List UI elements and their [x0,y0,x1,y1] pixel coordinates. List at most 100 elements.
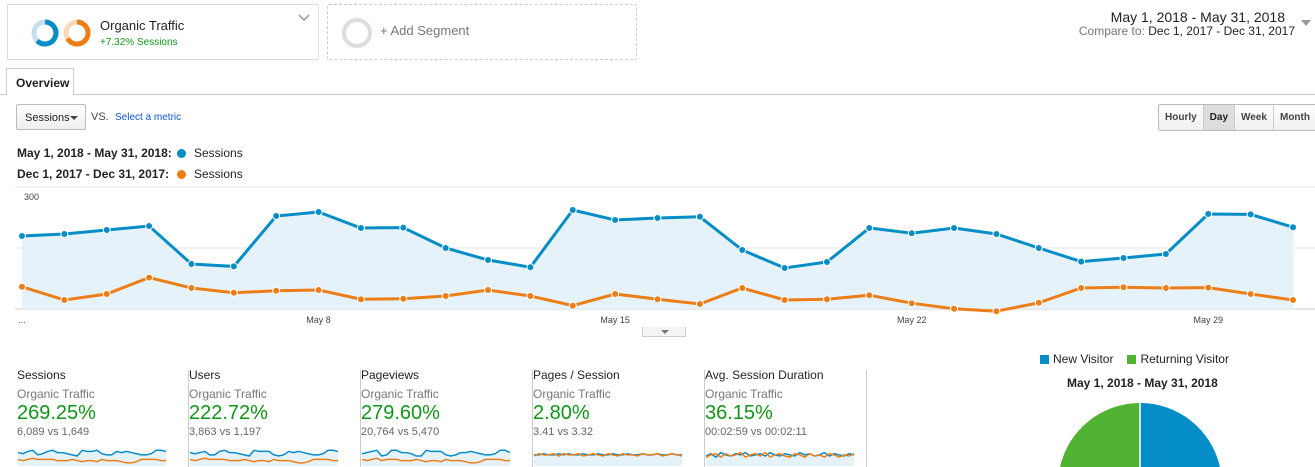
data-point [1289,296,1297,304]
segment-title: Organic Traffic [100,18,185,33]
scorecard-divider [704,370,705,467]
caret-down-icon [661,330,669,334]
scorecard-sparkline [361,449,511,466]
pie-legend-returning-visitor: Returning Visitor [1127,352,1229,366]
data-point [822,295,831,304]
data-point [1161,284,1170,292]
scorecard-value: 2.80% [533,402,590,424]
visitor-type-pie-chart [1060,403,1220,467]
data-point [60,296,69,304]
pie-slice-returning-visitor[interactable] [1060,403,1140,467]
data-point [399,223,408,232]
caret-down-icon[interactable] [1301,20,1311,26]
data-point [1289,223,1297,232]
data-point [145,273,154,282]
date-range-picker[interactable]: May 1, 2018 - May 31, 2018 [1110,9,1285,25]
data-point [1204,210,1213,218]
data-point [1119,283,1128,292]
legend-range: May 1, 2018 - May 31, 2018: [17,146,172,160]
segment-change: +7.32% Sessions [100,37,178,48]
legend-label: New Visitor [1053,352,1114,366]
scorecard-pages-per-session[interactable]: Pages / Session Organic Traffic 2.80% 3.… [533,368,705,467]
data-point [611,216,620,224]
granularity-toggle: Hourly Day Week Month [1158,104,1315,131]
caret-down-icon [70,116,78,120]
granularity-day-button[interactable]: Day [1202,105,1235,130]
granularity-hourly-button[interactable]: Hourly [1159,105,1203,130]
segment-card-organic-traffic[interactable]: Organic Traffic +7.32% Sessions [7,4,319,60]
data-point [992,307,1001,316]
data-point [399,294,408,303]
granularity-week-button[interactable]: Week [1234,105,1273,130]
segment-ring-orange-icon [63,19,91,47]
y-tick-label: 300 [24,192,39,202]
series-area [22,210,1293,309]
scorecard-sparkline [189,449,339,466]
scorecard-sparkline [533,452,683,466]
primary-metric-select[interactable]: Sessions [16,104,86,130]
data-point [865,291,874,300]
collapse-chart-toggle[interactable] [642,327,686,337]
scorecard-divider [188,370,189,467]
x-tick-label: May 29 [1194,315,1224,325]
select-metric-link[interactable]: Select a metric [115,112,182,123]
pie-legend-new-visitor: New Visitor [1040,352,1113,366]
data-point [187,260,196,268]
data-point [18,232,26,240]
sparkline-previous [189,457,338,464]
data-point [568,301,577,310]
data-point [356,224,365,232]
scorecard-avg-session-duration[interactable]: Avg. Session Duration Organic Traffic 36… [705,368,867,467]
add-segment-button[interactable]: + Add Segment [327,4,637,60]
data-point [611,290,620,298]
data-point [356,295,365,304]
data-point [102,290,111,298]
data-point [695,300,704,308]
scorecard-segment: Organic Traffic [361,387,439,401]
data-point [145,222,154,230]
scorecard-metric-name: Users [189,368,221,382]
scorecard-users[interactable]: Users Organic Traffic 222.72% 3,863 vs 1… [189,368,361,467]
sparkline-previous [17,457,166,464]
x-tick-label: ... [18,315,26,325]
data-point [992,230,1001,238]
segment-ring-blue-icon [31,19,59,47]
data-point [1077,257,1086,266]
scorecard-compare: 6,089 vs 1,649 [17,426,90,438]
scorecard-pageviews[interactable]: Pageviews Organic Traffic 279.60% 20,764… [361,368,533,467]
chevron-down-icon[interactable] [298,13,310,23]
scorecard-segment: Organic Traffic [705,387,783,401]
pie-slice-new-visitor[interactable] [1140,403,1220,467]
scorecard-value: 222.72% [189,402,268,424]
legend-dot-orange [177,169,186,179]
scorecard-divider [866,370,867,467]
sparkline-current [189,449,339,457]
data-point [314,286,323,294]
legend-metric: Sessions [194,167,243,181]
scorecard-sessions[interactable]: Sessions Organic Traffic 269.25% 6,089 v… [17,368,189,467]
data-point [441,292,450,300]
data-point [1119,254,1128,262]
sparkline-area [190,450,338,466]
data-point [60,230,69,238]
data-point [738,246,747,254]
granularity-month-button[interactable]: Month [1272,105,1315,130]
data-point [1246,210,1255,219]
sparkline-previous [533,452,683,457]
scorecard-segment: Organic Traffic [17,387,95,401]
compare-label: Compare to: [1078,24,1145,38]
legend-row-current: May 1, 2018 - May 31, 2018: Sessions [17,146,243,160]
scorecard-compare: 3,863 vs 1,197 [189,426,262,438]
data-point [653,295,662,304]
scorecard-metric-name: Avg. Session Duration [705,368,824,382]
scorecard-value: 36.15% [705,402,773,424]
data-point [1034,244,1043,252]
data-point [1077,284,1086,292]
data-point [229,288,238,297]
scorecard-segment: Organic Traffic [189,387,267,401]
tab-overview[interactable]: Overview [6,68,74,95]
sparkline-area [18,450,166,466]
legend-row-previous: Dec 1, 2017 - Dec 31, 2017: Sessions [17,167,243,181]
data-point [568,206,577,214]
